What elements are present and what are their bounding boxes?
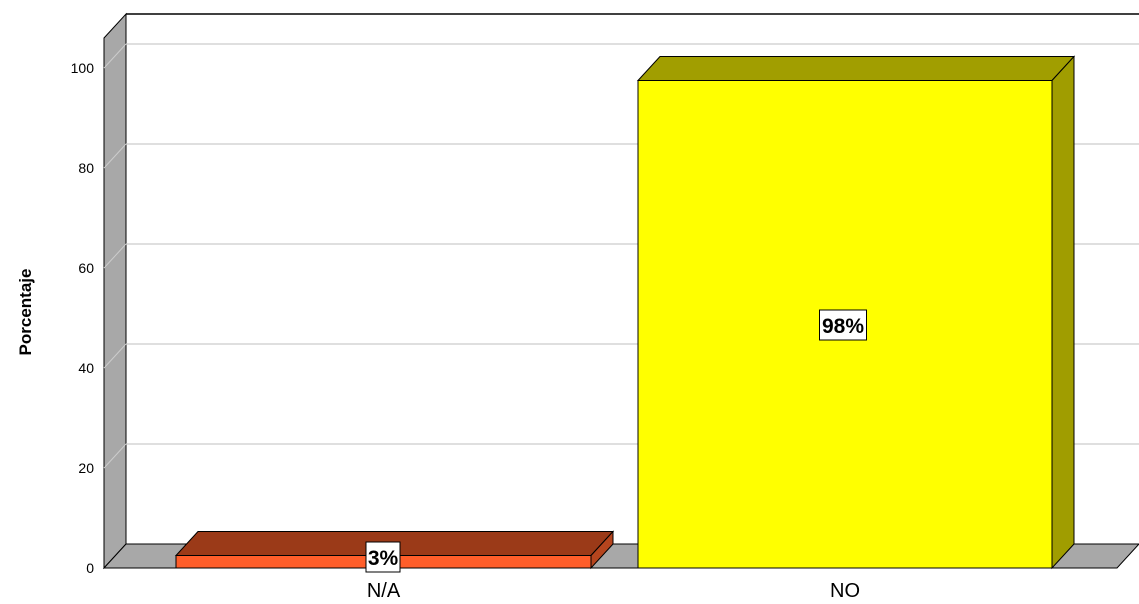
gridline-depth <box>103 343 127 369</box>
data-label-box <box>819 309 867 341</box>
x-category-label: NO <box>830 580 860 602</box>
gridline-depth <box>103 243 127 269</box>
y-axis-title: Porcentaje <box>16 269 35 356</box>
y-tick-label: 60 <box>78 260 94 276</box>
y-tick-label: 40 <box>78 360 94 376</box>
data-label-0: 3% <box>365 541 401 573</box>
bar-side-face <box>1051 55 1075 570</box>
gridline-depth <box>103 143 127 169</box>
left-wall <box>103 12 127 570</box>
y-tick-label: 20 <box>78 460 94 476</box>
bar-top-face <box>636 56 1076 81</box>
data-label-text: 3% <box>368 547 399 570</box>
data-label-box <box>365 541 401 573</box>
y-tick-label: 80 <box>78 160 94 176</box>
gridline-depth <box>103 43 127 69</box>
x-axis-categories: N/A NO <box>367 580 860 602</box>
y-tick-label: 100 <box>71 60 95 76</box>
gridline-depth <box>103 443 127 469</box>
y-tick-label: 0 <box>86 560 94 576</box>
data-label-1: 98% <box>819 309 867 341</box>
y-axis-ticks: 0 20 40 60 80 100 <box>71 60 95 576</box>
x-category-label: N/A <box>367 580 401 602</box>
data-labels: 3% 98% <box>365 309 867 573</box>
bars <box>174 55 1076 570</box>
data-label-text: 98% <box>822 315 864 338</box>
